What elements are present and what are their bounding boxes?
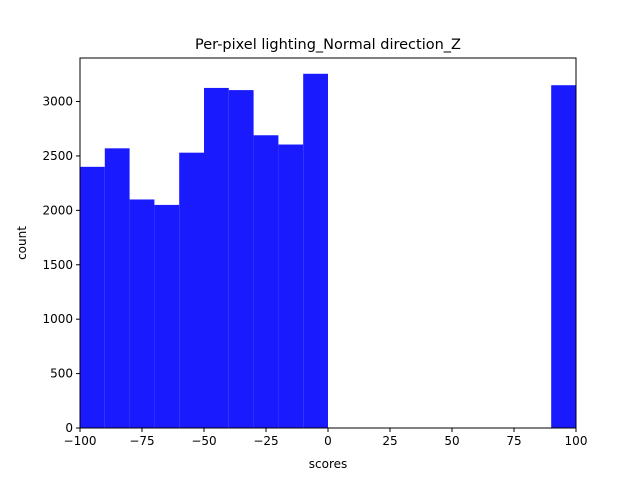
y-axis-label: count — [15, 226, 29, 260]
x-tick-label: −25 — [253, 434, 278, 448]
histogram-bar — [129, 199, 155, 428]
x-tick-label: 50 — [444, 434, 459, 448]
x-tick-label: 0 — [324, 434, 332, 448]
histogram-bar — [228, 90, 254, 429]
y-tick-label: 0 — [65, 421, 73, 435]
y-tick-label: 3000 — [42, 95, 73, 109]
y-tick-label: 1500 — [42, 258, 73, 272]
x-tick-label: −50 — [191, 434, 216, 448]
y-tick-label: 500 — [50, 367, 73, 381]
histogram-bar — [154, 204, 180, 428]
y-tick-label: 2000 — [42, 203, 73, 217]
histogram-bar — [303, 73, 328, 428]
histogram-bar — [80, 166, 105, 428]
chart-title: Per-pixel lighting_Normal direction_Z — [195, 37, 461, 53]
histogram-bar — [179, 152, 204, 429]
plot-frame — [79, 57, 577, 429]
histogram-bar — [278, 144, 304, 428]
histogram-bar — [204, 87, 229, 429]
bars-group — [80, 73, 576, 429]
x-axis-label: scores — [309, 457, 348, 471]
x-tick-label: 100 — [565, 434, 588, 448]
y-tick-label: 1000 — [42, 312, 73, 326]
x-tick-label: 25 — [382, 434, 397, 448]
x-tick-label: −75 — [129, 434, 154, 448]
x-tick-label: 75 — [506, 434, 521, 448]
y-axis: 0 500 1000 1500 2000 2500 3000 — [42, 95, 80, 435]
histogram-bar — [253, 135, 279, 428]
x-axis: −100 −75 −50 −25 0 25 50 75 100 — [64, 428, 588, 448]
histogram-bar — [551, 85, 576, 429]
histogram-bar — [104, 148, 130, 428]
y-tick-label: 2500 — [42, 149, 73, 163]
x-tick-label: −100 — [64, 434, 97, 448]
